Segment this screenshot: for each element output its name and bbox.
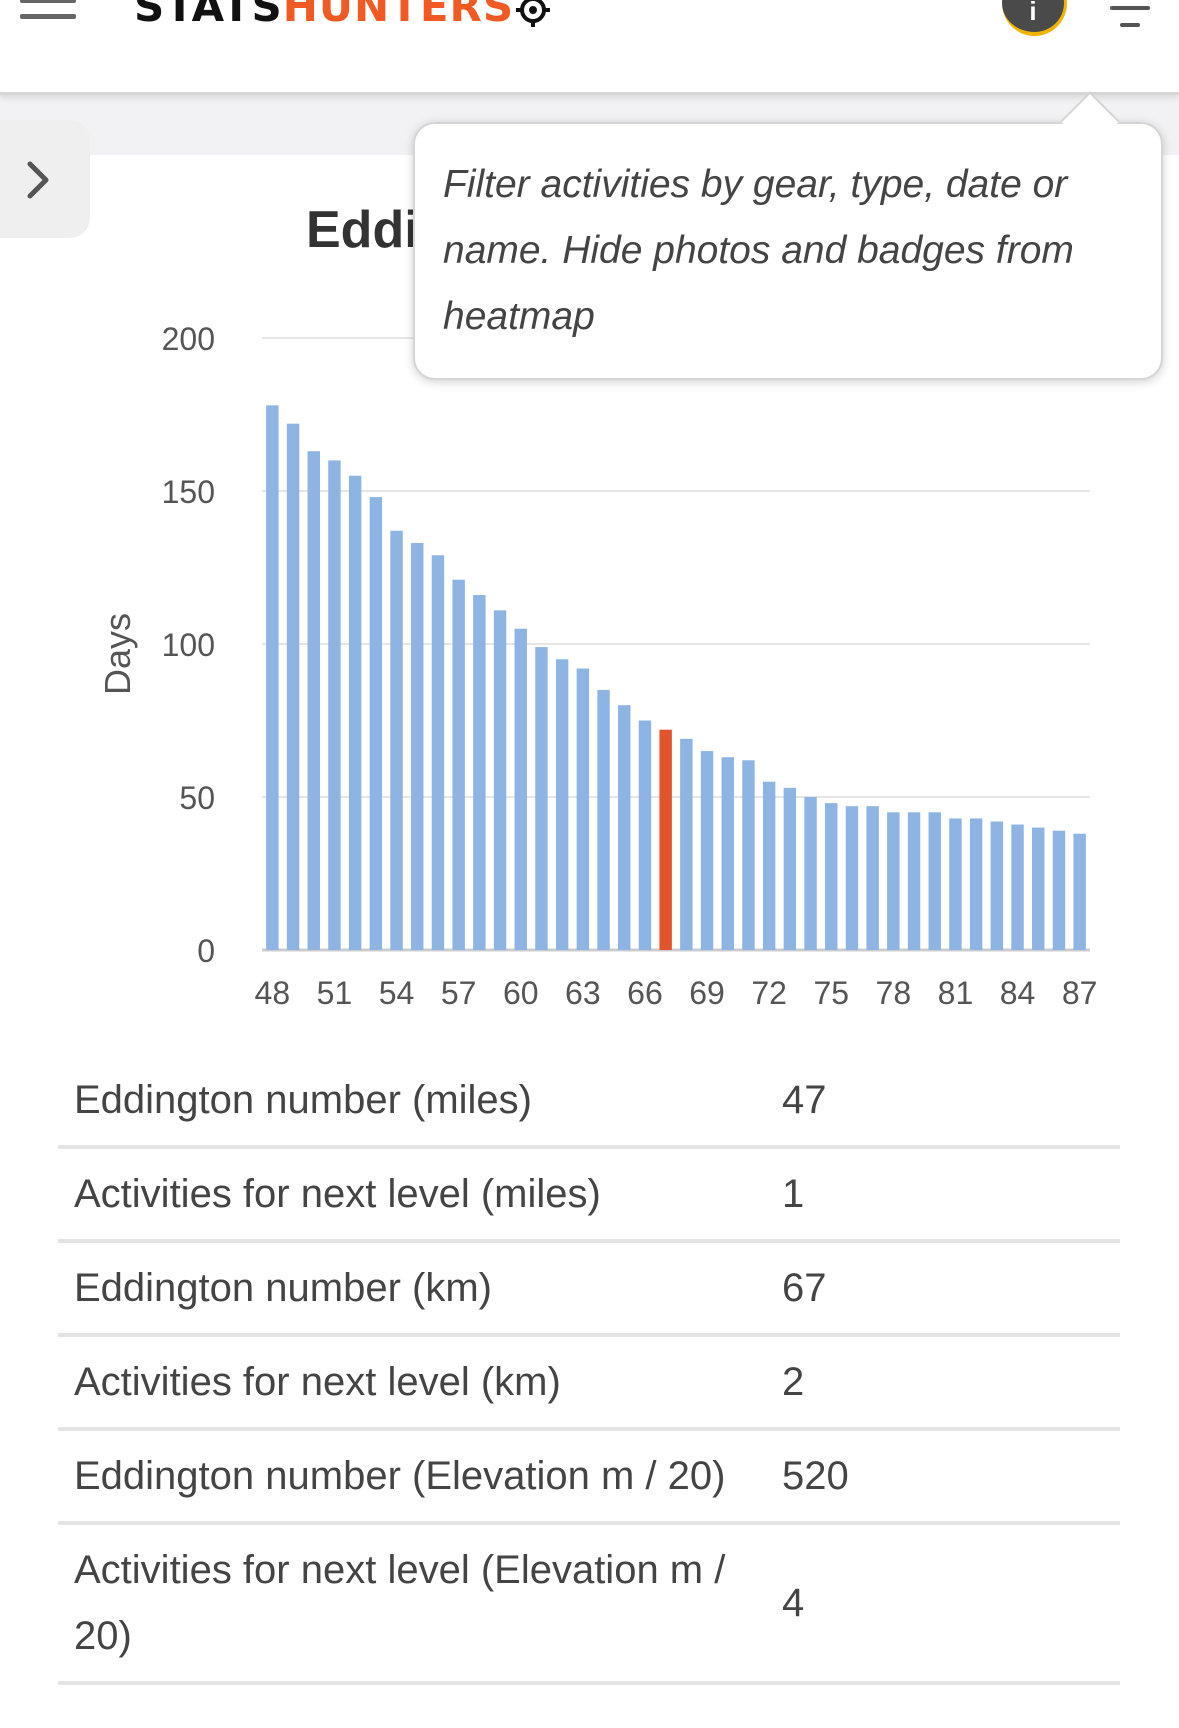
chart-bar[interactable] xyxy=(286,423,300,950)
x-tick-label: 84 xyxy=(1000,975,1036,1010)
x-tick-label: 57 xyxy=(441,975,477,1010)
chart-bar[interactable] xyxy=(307,451,320,950)
chart-bar[interactable] xyxy=(618,705,631,950)
x-tick-label: 72 xyxy=(751,975,787,1010)
chart-bar[interactable] xyxy=(431,555,445,950)
chart-bar[interactable] xyxy=(328,460,341,950)
chart-bar[interactable] xyxy=(369,497,383,950)
chart-bar[interactable] xyxy=(907,812,921,950)
y-axis-ticks: 0 50 100 150 200 xyxy=(162,321,215,969)
stat-label: Activities for next level (km) xyxy=(58,1335,748,1431)
y-tick-label: 150 xyxy=(162,474,215,510)
top-bar: STATSHUNTERS i xyxy=(0,0,1179,95)
chart-bar[interactable] xyxy=(390,530,403,950)
table-row: Activities for next level (Elevation m /… xyxy=(58,1523,1120,1685)
chart-bar[interactable] xyxy=(762,781,776,950)
x-tick-label: 78 xyxy=(876,975,912,1010)
x-tick-label: 54 xyxy=(379,975,415,1010)
chart-bar[interactable] xyxy=(680,738,693,950)
chart-bar[interactable] xyxy=(969,818,983,950)
info-button[interactable]: i xyxy=(1002,0,1067,36)
x-tick-label: 66 xyxy=(627,975,663,1010)
filter-icon[interactable] xyxy=(1110,4,1150,28)
chart-bar[interactable] xyxy=(845,806,859,950)
table-row: Eddington number (Elevation m / 20) 520 xyxy=(58,1429,1120,1525)
chart-bar[interactable] xyxy=(1011,824,1024,950)
chart-gridlines xyxy=(262,337,1090,952)
x-tick-label: 81 xyxy=(938,975,974,1010)
hamburger-menu-icon[interactable] xyxy=(20,0,78,24)
chart-bar[interactable] xyxy=(721,757,734,950)
chart-bar[interactable] xyxy=(555,659,569,950)
crosshair-icon xyxy=(516,0,551,27)
x-tick-label: 60 xyxy=(503,975,539,1010)
x-tick-label: 87 xyxy=(1062,975,1098,1010)
tooltip-text: Filter activities by gear, type, date or… xyxy=(443,163,1074,338)
table-row: Eddington number (km) 67 xyxy=(58,1241,1120,1337)
chart-bar[interactable] xyxy=(597,689,610,950)
stat-label: Eddington number (km) xyxy=(58,1241,748,1337)
sidebar-toggle-button[interactable] xyxy=(0,120,90,238)
chart-bar[interactable] xyxy=(1052,830,1066,950)
eddington-stats-table: Eddington number (miles) 47 Activities f… xyxy=(58,1055,1120,1685)
table-row: Activities for next level (miles) 1 xyxy=(58,1147,1120,1243)
stat-label: Eddington number (miles) xyxy=(58,1055,748,1149)
tooltip-box xyxy=(413,122,1163,380)
chart-bar[interactable] xyxy=(266,405,279,950)
chart-bar[interactable] xyxy=(535,647,548,950)
chart-bar[interactable] xyxy=(700,751,714,950)
logo-text-stats: STATS xyxy=(134,0,283,31)
chart-bar[interactable] xyxy=(990,821,1004,950)
x-tick-label: 63 xyxy=(565,975,601,1010)
chart-bar[interactable] xyxy=(659,729,672,950)
chart-bar[interactable] xyxy=(928,812,941,950)
chart-bar[interactable] xyxy=(1073,833,1086,950)
chart-bar[interactable] xyxy=(804,797,817,950)
stat-value: 1 xyxy=(748,1147,1120,1243)
chart-bar[interactable] xyxy=(783,787,797,950)
x-tick-label: 69 xyxy=(689,975,725,1010)
chart-bar[interactable] xyxy=(473,595,486,950)
chart-title: Eddi xyxy=(306,201,419,259)
x-tick-label: 48 xyxy=(255,975,291,1010)
y-tick-label: 50 xyxy=(179,780,215,816)
stat-label: Activities for next level (miles) xyxy=(58,1147,748,1243)
stat-value: 4 xyxy=(748,1523,1120,1685)
chart-bar[interactable] xyxy=(493,610,507,950)
x-tick-label: 75 xyxy=(813,975,849,1010)
chevron-right-icon xyxy=(27,161,49,199)
logo[interactable]: STATSHUNTERS xyxy=(134,0,551,31)
stat-value: 67 xyxy=(748,1241,1120,1337)
stat-value: 520 xyxy=(748,1429,1120,1525)
logo-text-hunters: HUNTERS xyxy=(282,0,515,31)
chart-bar[interactable] xyxy=(576,668,590,950)
chart-bar[interactable] xyxy=(514,628,527,950)
y-tick-label: 0 xyxy=(197,933,215,969)
table-row: Activities for next level (km) 2 xyxy=(58,1335,1120,1431)
stat-label: Activities for next level (Elevation m /… xyxy=(58,1523,748,1685)
x-axis-ticks: 48 51 54 57 60 63 66 69 72 75 78 81 84 87 xyxy=(255,975,1098,1010)
chart-bar[interactable] xyxy=(742,760,755,950)
eddington-bar-chart: 0 50 100 150 200 48 51 54 57 60 63 66 69 72 75 78 81 84 8… xyxy=(97,321,1098,1010)
y-axis-label: Days xyxy=(97,613,138,695)
chart-bar[interactable] xyxy=(452,579,465,950)
chart-bar[interactable] xyxy=(887,812,900,950)
chart-bar[interactable] xyxy=(411,543,424,950)
y-tick-label: 100 xyxy=(162,627,215,663)
chart-bar[interactable] xyxy=(1032,827,1045,950)
chart-bar[interactable] xyxy=(949,818,962,950)
filter-tooltip: Filter activities by gear, type, date or… xyxy=(413,91,1163,380)
info-icon: i xyxy=(1029,0,1037,26)
chart-bar[interactable] xyxy=(825,803,838,950)
stat-value: 47 xyxy=(748,1055,1120,1149)
y-tick-label: 200 xyxy=(162,321,215,357)
chart-bar[interactable] xyxy=(638,720,652,951)
chart-bars xyxy=(266,405,1086,950)
chart-bar[interactable] xyxy=(348,475,362,950)
x-tick-label: 51 xyxy=(317,975,353,1010)
table-row: Eddington number (miles) 47 xyxy=(58,1055,1120,1149)
stat-label: Eddington number (Elevation m / 20) xyxy=(58,1429,748,1525)
chart-bar[interactable] xyxy=(866,806,879,950)
stat-value: 2 xyxy=(748,1335,1120,1431)
